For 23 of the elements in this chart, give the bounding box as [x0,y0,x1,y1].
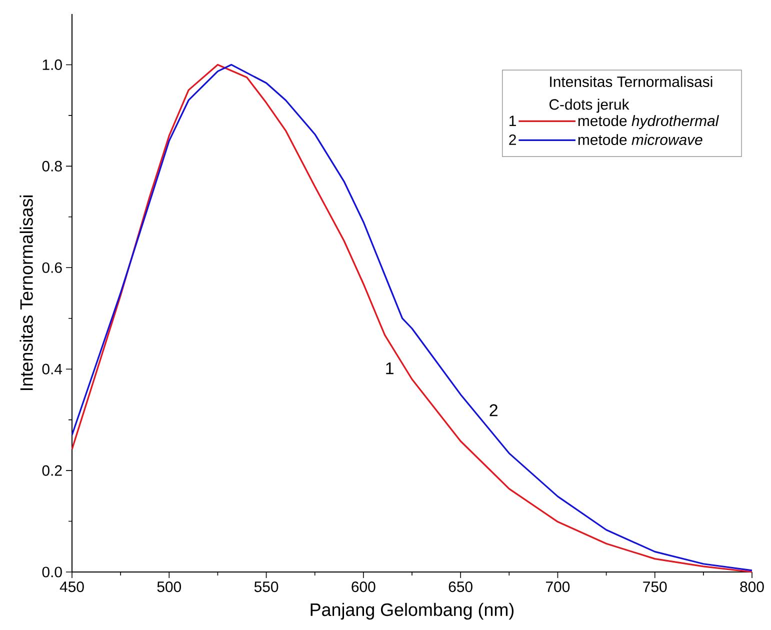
y-axis-title: Intensitas Ternormalisasi [20,196,33,390]
y-tick-label: 0.6 [42,262,62,273]
x-axis-title: Panjang Gelombang (nm) [310,602,514,620]
x-tick-label: 750 [643,581,667,592]
x-tick-label: 700 [546,581,570,592]
x-tick-label: 450 [60,581,84,592]
x-tick-label: 500 [157,581,182,592]
x-tick-label: 550 [254,581,278,592]
x-tick-label: 800 [740,581,764,592]
annotation: 1 [386,362,394,374]
text: 1 [510,116,516,126]
y-tick-label: 0.4 [42,364,62,374]
legend-label: metode microwave [578,134,702,146]
x-tick-label: 600 [352,581,376,592]
y-tick-label: 0.2 [42,465,62,476]
x-tick-label: 650 [448,581,472,592]
annotation: 2 [490,404,498,416]
y-tick-label: 1.0 [42,59,62,70]
legend-label: metode hydrothermal [578,115,719,130]
y-tick-label: 0.0 [42,566,62,578]
y-tick-label: 0.8 [42,160,62,172]
legend-title: Intensitas Ternormalisasi C-dots jeruk [549,76,712,113]
text: 2 [509,134,516,145]
